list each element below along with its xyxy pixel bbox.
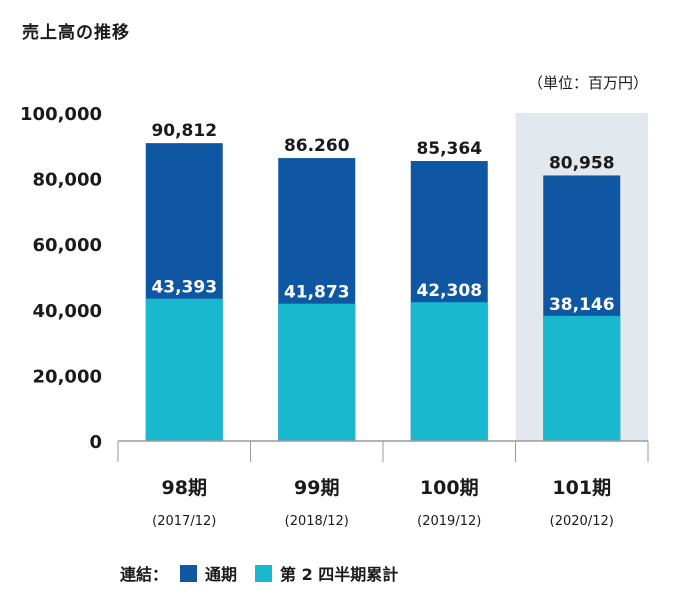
data-label-full-year: 90,812	[151, 121, 217, 141]
data-label-full-year: 86.260	[284, 136, 350, 156]
legend-swatch-half-year	[255, 564, 273, 582]
y-tick-label: 80,000	[33, 170, 102, 191]
data-label-half-year: 43,393	[151, 278, 217, 298]
data-label-half-year: 41,873	[284, 283, 350, 303]
data-label-half-year: 42,308	[416, 281, 482, 301]
chart-title: 売上高の推移	[22, 23, 130, 43]
x-category-sublabel: (2017/12)	[152, 514, 216, 529]
data-label-full-year: 80,958	[549, 153, 615, 173]
y-tick-label: 0	[89, 432, 102, 453]
bar-half-year	[278, 303, 356, 441]
y-tick-label: 40,000	[33, 301, 102, 322]
sales-bar-chart: （単位：百万円） 0 20,000 40,000 60,000 80,000 100,000…	[20, 74, 649, 529]
y-tick-label: 100,000	[20, 104, 102, 125]
legend-item-half-year: 第 2 四半期累計	[245, 561, 398, 585]
data-label-full-year: 85,364	[416, 139, 482, 159]
bar-half-year	[543, 315, 621, 441]
y-tick-label: 60,000	[33, 235, 102, 256]
x-category-label: 100期	[420, 477, 479, 499]
y-tick-label: 20,000	[33, 366, 102, 387]
bar-half-year	[410, 302, 488, 441]
legend-label-full-year: 通期	[205, 565, 238, 584]
legend-swatch-full-year	[180, 564, 198, 582]
x-category-sublabel: (2019/12)	[417, 514, 481, 529]
bar-half-year	[145, 298, 223, 441]
x-category-label: 101期	[552, 477, 611, 499]
unit-label: （単位：百万円）	[528, 74, 648, 92]
x-category-sublabel: (2018/12)	[285, 514, 349, 529]
legend: 連結： 通期 第 2 四半期累計	[120, 561, 398, 585]
legend-item-full-year: 通期	[170, 561, 237, 585]
x-category-sublabel: (2020/12)	[550, 514, 614, 529]
legend-label-half-year: 第 2 四半期累計	[280, 565, 399, 584]
x-category-label: 99期	[294, 477, 339, 499]
data-label-half-year: 38,146	[549, 295, 615, 315]
legend-prefix: 連結：	[120, 565, 169, 584]
x-category-label: 98期	[162, 477, 207, 499]
